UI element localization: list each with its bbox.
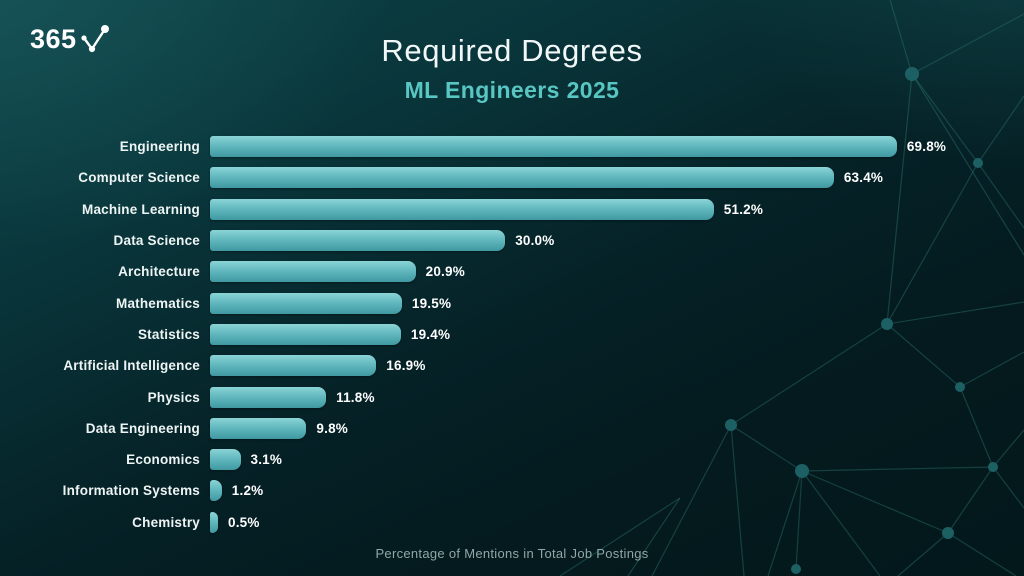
bar-row: Mathematics 19.5% (0, 287, 1024, 318)
bar-row: Information Systems 1.2% (0, 475, 1024, 506)
bar-row: Data Engineering 9.8% (0, 413, 1024, 444)
bar-category-label: Computer Science (78, 170, 200, 186)
page-subtitle: ML Engineers 2025 (404, 77, 620, 103)
bar-category-label: Artificial Intelligence (63, 358, 200, 374)
bar (210, 417, 307, 439)
bar (210, 323, 401, 345)
bar-value-label: 51.2% (723, 201, 764, 217)
bar (210, 292, 402, 314)
bar (210, 261, 416, 283)
bar-value-label: 63.4% (843, 170, 884, 186)
bar-row: Machine Learning 51.2% (0, 194, 1024, 225)
bar-track: 51.2% (210, 198, 1024, 220)
bar (210, 511, 218, 533)
bar-value-label: 9.8% (316, 420, 348, 436)
bar-track: 9.8% (210, 417, 1024, 439)
bar (210, 449, 241, 471)
bar-track: 20.9% (210, 261, 1024, 283)
bar-row: Engineering 69.8% (0, 131, 1024, 162)
bar-track: 69.8% (210, 136, 1024, 158)
bar-track: 0.5% (210, 511, 1024, 533)
bar (210, 198, 714, 220)
bar-row: Chemistry 0.5% (0, 507, 1024, 538)
bar-value-label: 19.5% (411, 295, 452, 311)
bar-category-label: Chemistry (132, 514, 200, 530)
axis-caption: Percentage of Mentions in Total Job Post… (375, 546, 649, 561)
header: Required Degrees ML Engineers 2025 (0, 0, 1024, 104)
bar-track: 19.4% (210, 323, 1024, 345)
bar-row: Economics 3.1% (0, 444, 1024, 475)
bar-track: 11.8% (210, 386, 1024, 408)
bar-track: 30.0% (210, 230, 1024, 252)
bar-value-label: 0.5% (228, 514, 260, 530)
bar-category-label: Information Systems (62, 483, 200, 499)
bar-row: Architecture 20.9% (0, 256, 1024, 287)
bar-value-label: 11.8% (336, 389, 375, 405)
bar-category-label: Economics (126, 452, 200, 468)
bar-track: 16.9% (210, 355, 1024, 377)
bar-row: Physics 11.8% (0, 381, 1024, 412)
bar (210, 480, 222, 502)
bar-value-label: 20.9% (425, 264, 465, 280)
bar-value-label: 69.8% (906, 139, 947, 155)
bar-value-label: 30.0% (515, 233, 555, 249)
bar (210, 355, 377, 377)
bar-chart: Engineering 69.8% Computer Science 63.4% Mac… (0, 131, 1024, 538)
logo-text: 365 (30, 24, 77, 54)
page-title: Required Degrees (381, 33, 643, 68)
bar (210, 167, 834, 189)
bar-row: Artificial Intelligence 16.9% (0, 350, 1024, 381)
bar-track: 1.2% (210, 480, 1024, 502)
bar-row: Statistics 19.4% (0, 319, 1024, 350)
bar-value-label: 3.1% (250, 452, 283, 468)
logo-checkmark-nodes-icon (80, 25, 109, 53)
bar (210, 386, 327, 408)
bar-value-label: 16.9% (386, 358, 426, 374)
bar (210, 136, 897, 158)
bar-category-label: Physics (147, 389, 200, 405)
bar-category-label: Mathematics (116, 295, 200, 311)
bar (210, 230, 506, 252)
bar-track: 19.5% (210, 292, 1024, 314)
bar-category-label: Engineering (119, 139, 200, 155)
bar-category-label: Data Science (113, 233, 200, 249)
bar-value-label: 1.2% (231, 483, 264, 499)
bar-value-label: 19.4% (410, 326, 451, 342)
bar-category-label: Data Engineering (85, 420, 200, 436)
bar-track: 63.4% (210, 167, 1024, 189)
bar-track: 3.1% (210, 449, 1024, 471)
bar-row: Computer Science 63.4% (0, 162, 1024, 193)
bar-category-label: Architecture (118, 264, 200, 280)
bar-row: Data Science 30.0% (0, 225, 1024, 256)
logo: 365 (30, 22, 111, 57)
bar-category-label: Statistics (137, 326, 200, 342)
bar-category-label: Machine Learning (82, 201, 200, 217)
